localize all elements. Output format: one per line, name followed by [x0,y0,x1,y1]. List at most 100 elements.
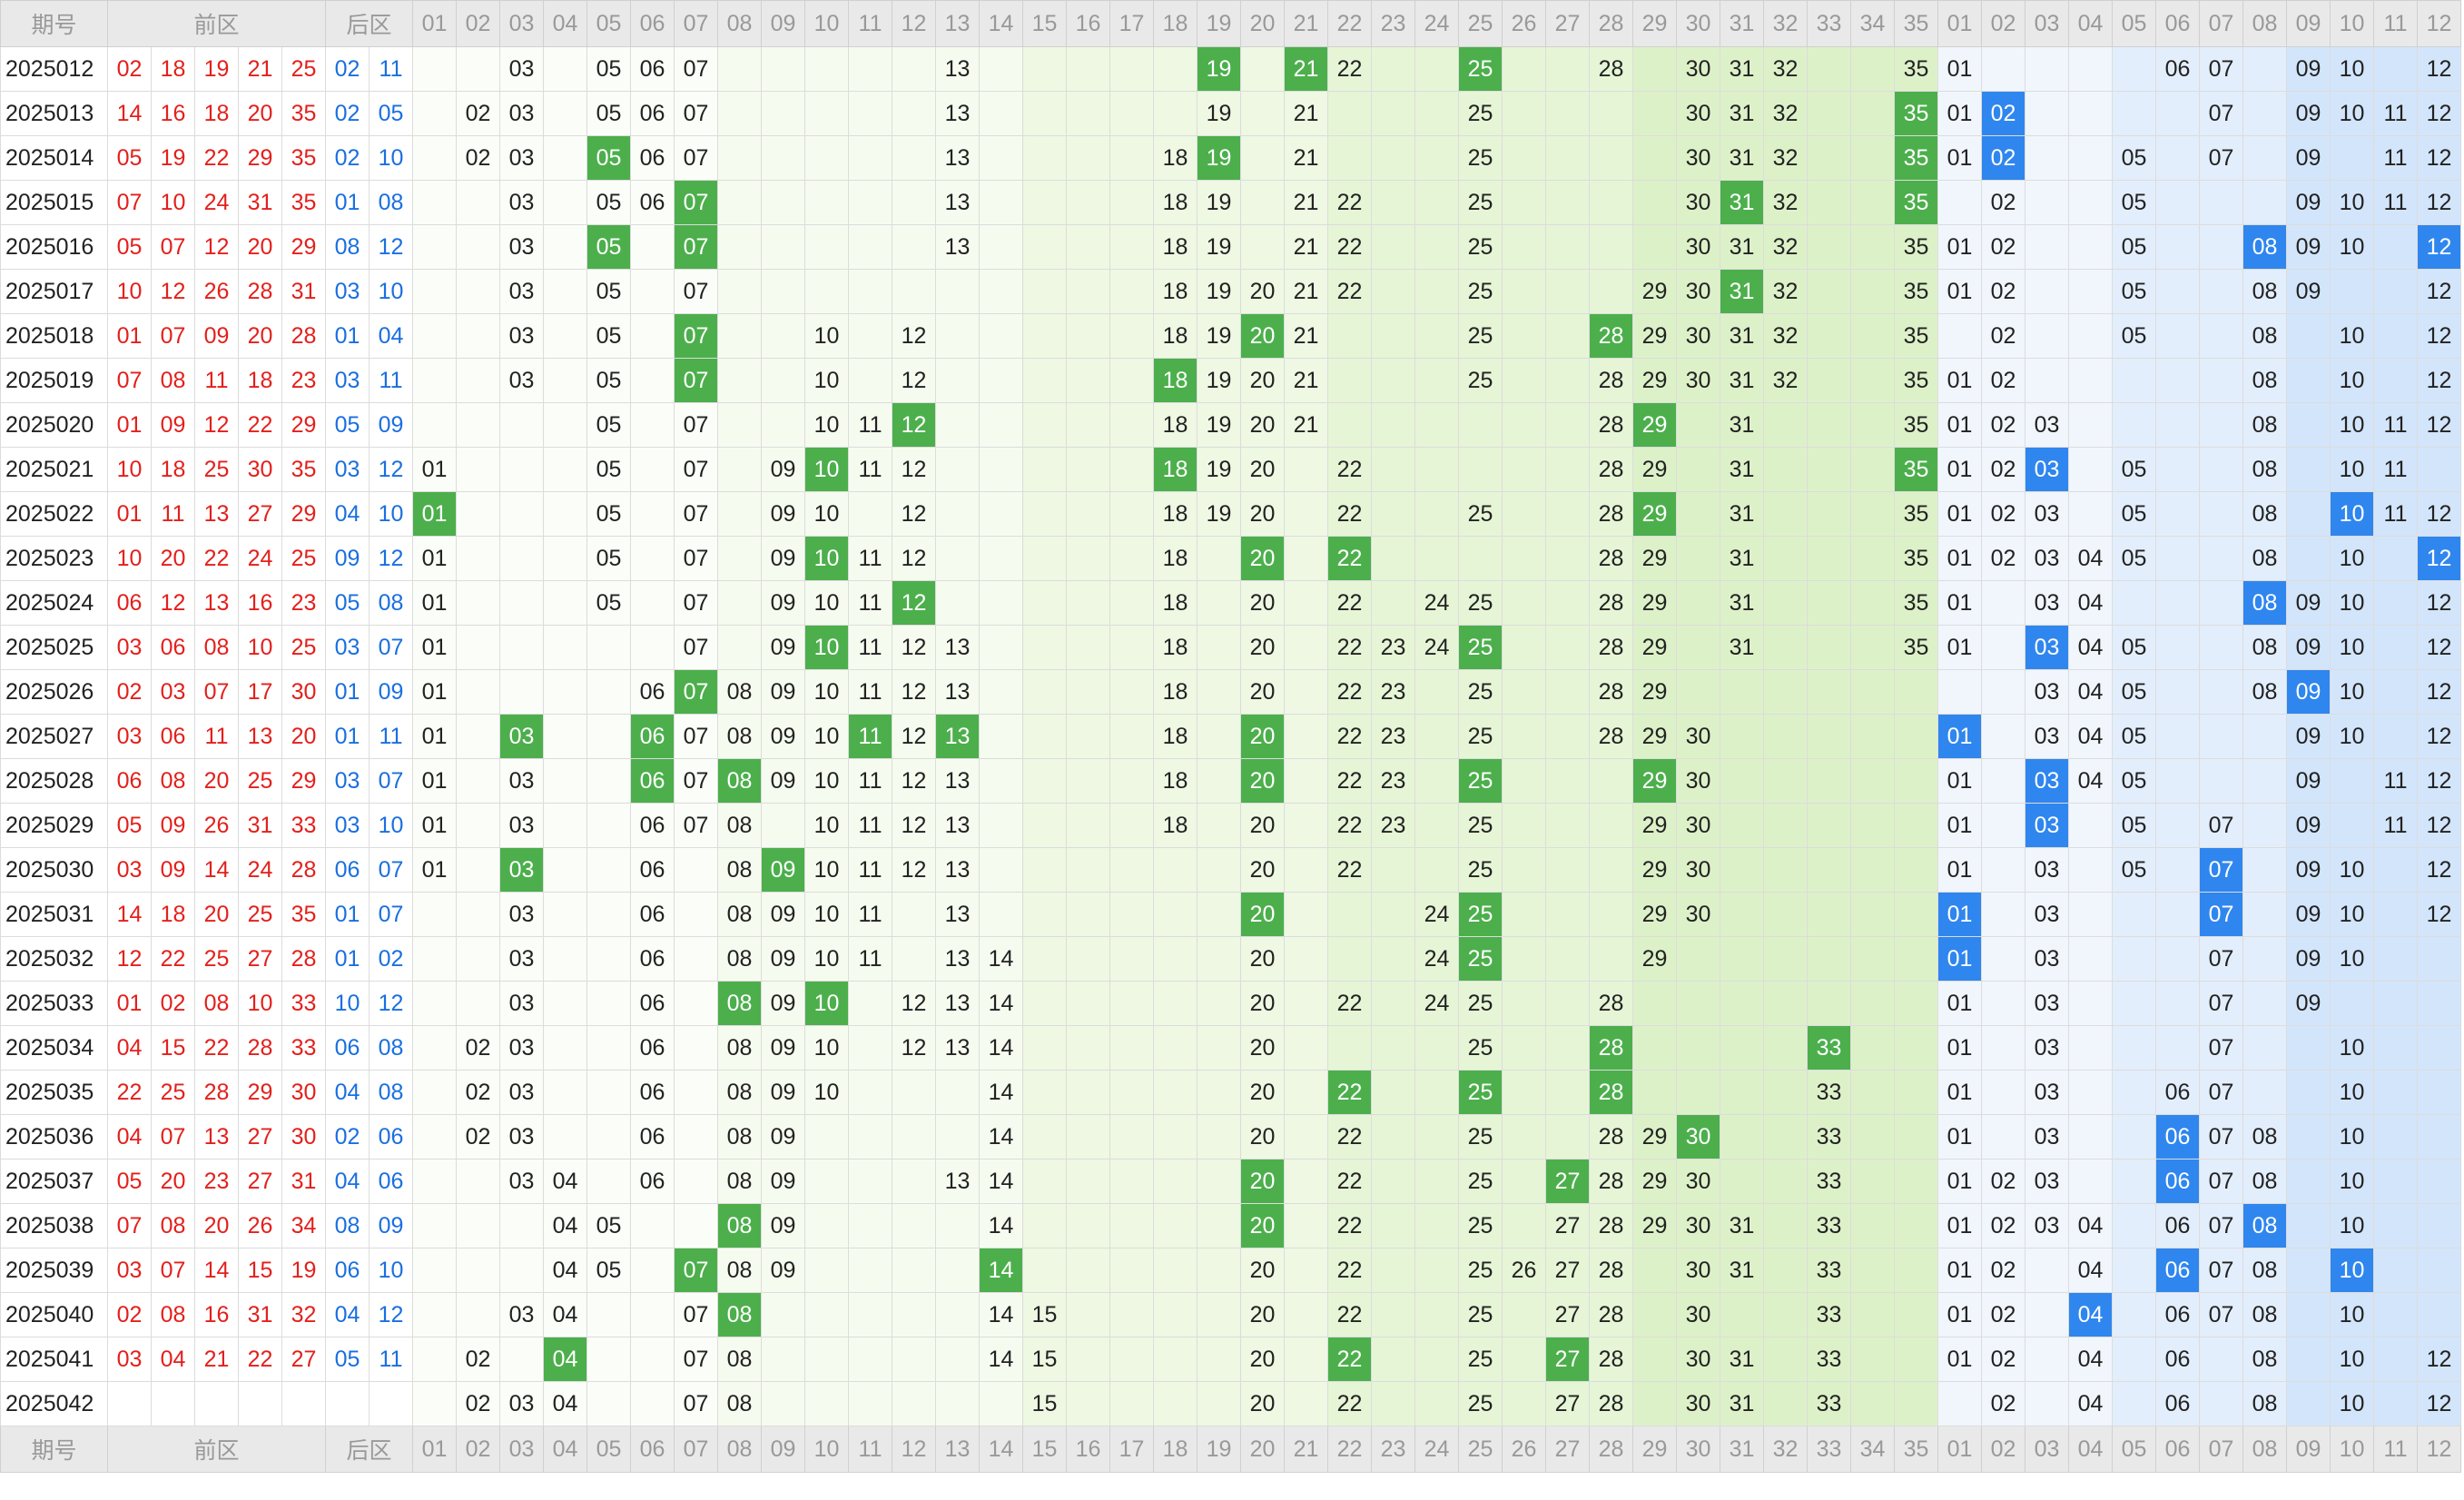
front-cell [1589,803,1634,848]
front-cell [1676,491,1721,537]
back-cell: 08 [2242,1381,2288,1426]
front-cell: 08 [717,1292,763,1337]
front-cell [1414,714,1460,759]
front-cell [1676,536,1721,581]
front-draw: 01 [107,981,152,1026]
front-cell: 35 [1894,135,1939,181]
back-cell [2068,358,2114,403]
front-cell [1502,1070,1547,1115]
back-cell: 01 [1937,135,1983,181]
front-cell: 35 [1894,447,1939,492]
back-cell: 05 [2112,714,2157,759]
front-draw: 35 [281,447,326,492]
front-cell [456,892,501,937]
back-cell: 04 [2068,536,2114,581]
front-cell [1153,981,1198,1026]
front-cell [1763,580,1809,626]
front-cell [1545,313,1591,359]
front-cell: 03 [499,1159,545,1204]
front-cell [1632,224,1678,270]
front-cell: 13 [935,714,981,759]
front-cell [1807,313,1852,359]
front-cell [1763,1114,1809,1160]
period: 2025041 [0,1337,108,1382]
front-cell [1371,847,1416,893]
back-number-header: 12 [2417,0,2462,47]
front-cell: 25 [1458,669,1503,715]
front-number-header: 18 [1153,0,1198,47]
front-draw: 24 [194,180,239,225]
front-cell: 20 [1240,1025,1286,1071]
front-cell: 25 [1458,1114,1503,1160]
back-cell [2242,847,2288,893]
front-cell [499,1203,545,1248]
back-cell [2155,536,2201,581]
front-cell [717,91,763,136]
front-draw: 22 [194,536,239,581]
front-cell [456,180,501,225]
front-cell: 28 [1589,981,1634,1026]
front-cell: 08 [717,758,763,804]
front-cell [543,1114,588,1160]
front-draw: 10 [107,536,152,581]
front-cell: 28 [1589,669,1634,715]
front-cell: 06 [630,936,675,982]
front-cell [1807,269,1852,314]
front-number-header: 09 [761,1426,806,1473]
front-cell [1502,224,1547,270]
front-cell [1066,269,1111,314]
front-cell: 18 [1153,269,1198,314]
front-cell: 11 [848,847,893,893]
back-cell: 10 [2330,224,2375,270]
front-draw [151,1381,195,1426]
period: 2025022 [0,491,108,537]
back-draw [325,1381,370,1426]
front-cell: 01 [412,536,458,581]
front-draw: 30 [281,669,326,715]
front-cell [1850,224,1896,270]
back-cell [2286,1203,2331,1248]
front-cell [1371,1114,1416,1160]
front-draw: 06 [151,714,195,759]
front-cell: 11 [848,447,893,492]
front-cell [1632,180,1678,225]
front-cell: 31 [1720,625,1765,670]
front-cell: 20 [1240,981,1286,1026]
front-cell [1807,358,1852,403]
front-cell [630,224,675,270]
front-cell [1763,803,1809,848]
back-cell: 01 [1937,1070,1983,1115]
front-cell [1109,358,1155,403]
front-cell: 13 [935,847,981,893]
front-cell: 29 [1632,758,1678,804]
front-cell: 08 [717,669,763,715]
front-cell: 31 [1720,224,1765,270]
back-draw: 11 [368,1337,414,1382]
front-cell: 05 [586,1203,632,1248]
front-cell: 20 [1240,625,1286,670]
front-cell [1066,402,1111,448]
draw-row: 2025042 02 03 04 07 08 15 20 22 25 27 28 30 31 33 02 04 0… [0,1381,2462,1426]
front-cell [1022,269,1068,314]
front-cell: 03 [499,313,545,359]
front-cell [1197,1159,1242,1204]
front-cell [1109,981,1155,1026]
front-cell: 13 [935,758,981,804]
draw-row: 2025039 03 07 14 15 19 06 10 04 05 07 08 09 14 20 22 25 2… [0,1248,2462,1293]
front-cell: 23 [1371,669,1416,715]
front-cell [848,180,893,225]
front-number-header: 30 [1676,1426,1721,1473]
front-cell: 02 [456,1114,501,1160]
front-cell: 19 [1197,313,1242,359]
front-cell [674,1025,719,1071]
front-cell: 28 [1589,1070,1634,1115]
front-cell: 28 [1589,536,1634,581]
front-cell: 31 [1720,180,1765,225]
front-cell [1502,46,1547,92]
front-cell [456,625,501,670]
back-cell: 01 [1937,847,1983,893]
front-cell [1022,669,1068,715]
period: 2025025 [0,625,108,670]
back-cell [2068,803,2114,848]
back-cell [2112,580,2157,626]
